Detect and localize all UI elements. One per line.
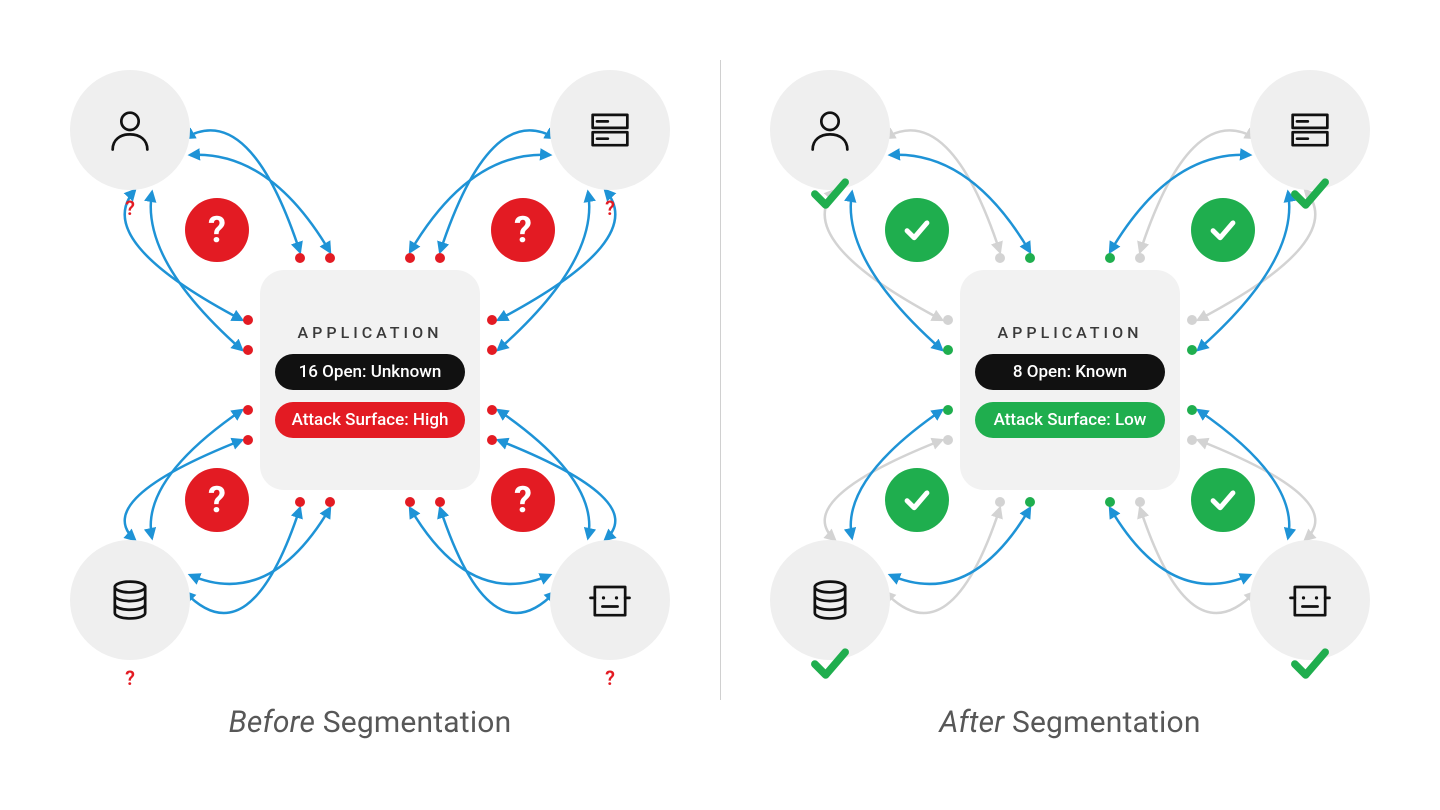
open-ports-pill: 16 Open: Unknown xyxy=(275,354,465,390)
robot-node: ? xyxy=(550,540,670,660)
server-node xyxy=(1250,70,1370,190)
caption-rest: Segmentation xyxy=(315,705,511,740)
attack-surface-pill: Attack Surface: High xyxy=(275,402,465,438)
port-dot xyxy=(1187,405,1197,415)
caption-emphasis: After xyxy=(939,705,1004,740)
after-caption: After Segmentation xyxy=(750,705,1390,740)
port-dot xyxy=(943,315,953,325)
vertical-divider xyxy=(720,60,721,700)
port-dot xyxy=(405,253,415,263)
card-title: APPLICATION xyxy=(298,323,443,342)
corner-status-mark xyxy=(1284,637,1336,694)
port-dot xyxy=(325,497,335,507)
database-node: ? xyxy=(70,540,190,660)
corner-status-mark xyxy=(804,167,856,224)
card-title: APPLICATION xyxy=(998,323,1143,342)
port-dot xyxy=(435,253,445,263)
port-dot xyxy=(1187,435,1197,445)
port-dot xyxy=(1105,253,1115,263)
caption-rest: Segmentation xyxy=(1004,705,1200,740)
caption-emphasis: Before xyxy=(229,705,315,740)
corner-status-mark: ? xyxy=(605,196,615,220)
port-dot xyxy=(243,315,253,325)
server-node: ? xyxy=(550,70,670,190)
corner-status-mark: ? xyxy=(125,196,135,220)
port-dot xyxy=(295,253,305,263)
port-dot xyxy=(435,497,445,507)
port-dot xyxy=(243,345,253,355)
corner-status-mark: ? xyxy=(125,666,135,690)
database-node xyxy=(770,540,890,660)
port-dot xyxy=(243,405,253,415)
user-node xyxy=(770,70,890,190)
port-dot xyxy=(243,435,253,445)
port-dot xyxy=(1187,345,1197,355)
robot-node xyxy=(1250,540,1370,660)
before-panel: ? ? ? ? ? ? ? ? APPLICATION 16 Open: Unk… xyxy=(50,40,690,720)
port-dot xyxy=(405,497,415,507)
port-dot xyxy=(943,435,953,445)
attack-surface-pill: Attack Surface: Low xyxy=(975,402,1165,438)
port-dot xyxy=(995,253,1005,263)
after-panel: APPLICATION 8 Open: Known Attack Surface… xyxy=(750,40,1390,720)
port-dot xyxy=(487,315,497,325)
port-dot xyxy=(1025,253,1035,263)
application-card: APPLICATION 16 Open: Unknown Attack Surf… xyxy=(260,270,480,490)
port-dot xyxy=(325,253,335,263)
port-dot xyxy=(943,345,953,355)
port-dot xyxy=(1105,497,1115,507)
corner-status-mark: ? xyxy=(605,666,615,690)
before-caption: Before Segmentation xyxy=(50,705,690,740)
badge-bl: ? xyxy=(185,468,249,532)
user-node: ? xyxy=(70,70,190,190)
port-dot xyxy=(1135,253,1145,263)
badge-bl xyxy=(885,468,949,532)
badge-tl: ? xyxy=(185,198,249,262)
corner-status-mark xyxy=(1284,167,1336,224)
badge-br xyxy=(1191,468,1255,532)
port-dot xyxy=(1135,497,1145,507)
badge-br: ? xyxy=(491,468,555,532)
port-dot xyxy=(995,497,1005,507)
port-dot xyxy=(487,345,497,355)
badge-tr: ? xyxy=(491,198,555,262)
port-dot xyxy=(943,405,953,415)
port-dot xyxy=(487,435,497,445)
badge-tr xyxy=(1191,198,1255,262)
port-dot xyxy=(1025,497,1035,507)
corner-status-mark xyxy=(804,637,856,694)
port-dot xyxy=(487,405,497,415)
application-card: APPLICATION 8 Open: Known Attack Surface… xyxy=(960,270,1180,490)
port-dot xyxy=(295,497,305,507)
badge-tl xyxy=(885,198,949,262)
open-ports-pill: 8 Open: Known xyxy=(975,354,1165,390)
port-dot xyxy=(1187,315,1197,325)
